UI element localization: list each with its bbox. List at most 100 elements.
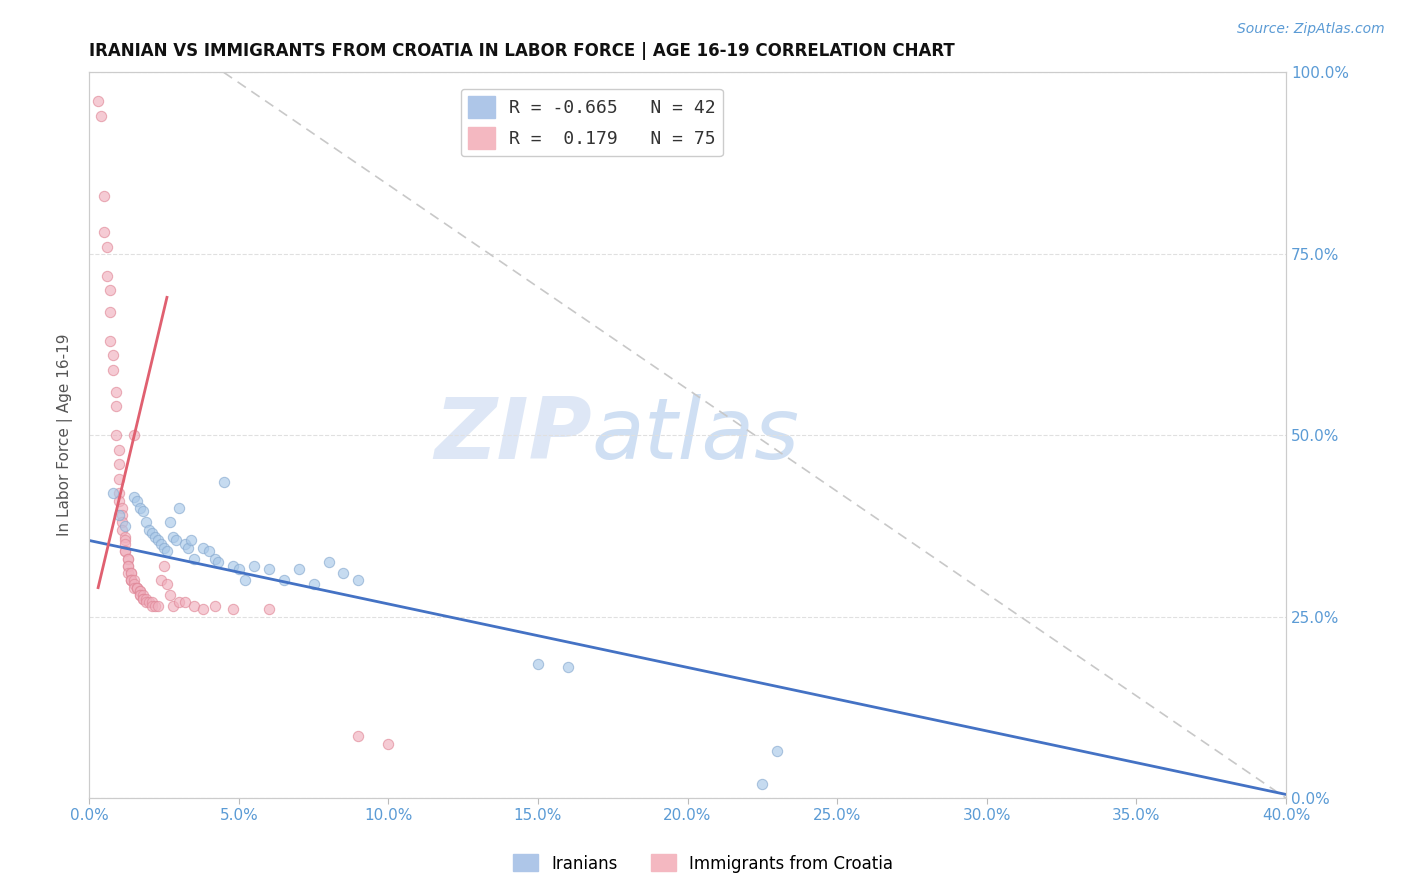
Point xyxy=(377,737,399,751)
Point xyxy=(228,562,250,576)
Point xyxy=(105,399,128,413)
Point xyxy=(132,504,155,518)
Point xyxy=(347,730,370,744)
Point xyxy=(527,657,550,671)
Point xyxy=(153,558,176,573)
Point xyxy=(257,562,280,576)
Point xyxy=(114,544,136,558)
Point xyxy=(108,442,131,457)
Point xyxy=(198,544,221,558)
Point xyxy=(129,584,152,599)
Point xyxy=(156,577,179,591)
Point xyxy=(207,555,229,569)
Point xyxy=(90,109,112,123)
Point xyxy=(191,541,214,555)
Point xyxy=(222,602,245,616)
Point xyxy=(101,363,124,377)
Point xyxy=(174,537,197,551)
Text: IRANIAN VS IMMIGRANTS FROM CROATIA IN LABOR FORCE | AGE 16-19 CORRELATION CHART: IRANIAN VS IMMIGRANTS FROM CROATIA IN LA… xyxy=(89,42,955,60)
Point xyxy=(141,595,163,609)
Point xyxy=(120,566,142,581)
Point xyxy=(108,493,131,508)
Point xyxy=(125,581,148,595)
Point xyxy=(191,602,214,616)
Point xyxy=(96,239,118,253)
Point xyxy=(108,457,131,471)
Point xyxy=(766,744,789,758)
Point xyxy=(96,268,118,283)
Point xyxy=(183,551,205,566)
Point xyxy=(117,551,139,566)
Point xyxy=(114,519,136,533)
Point xyxy=(141,526,163,541)
Point xyxy=(129,584,152,599)
Point xyxy=(125,581,148,595)
Point xyxy=(135,595,157,609)
Point xyxy=(165,533,187,548)
Point xyxy=(93,188,115,202)
Point xyxy=(111,508,134,522)
Point xyxy=(557,660,579,674)
Point xyxy=(332,566,354,581)
Point xyxy=(117,551,139,566)
Point xyxy=(101,486,124,500)
Point xyxy=(114,533,136,548)
Point xyxy=(93,225,115,239)
Point xyxy=(233,574,256,588)
Point xyxy=(159,516,181,530)
Text: ZIP: ZIP xyxy=(434,393,592,476)
Point xyxy=(132,588,155,602)
Point xyxy=(87,95,110,109)
Point xyxy=(129,588,152,602)
Point xyxy=(751,776,773,790)
Point xyxy=(183,599,205,613)
Point xyxy=(132,591,155,606)
Point xyxy=(204,599,226,613)
Point xyxy=(347,574,370,588)
Point xyxy=(108,472,131,486)
Legend: Iranians, Immigrants from Croatia: Iranians, Immigrants from Croatia xyxy=(506,847,900,880)
Y-axis label: In Labor Force | Age 16-19: In Labor Force | Age 16-19 xyxy=(58,334,73,536)
Point xyxy=(120,574,142,588)
Point xyxy=(98,334,121,348)
Point xyxy=(257,602,280,616)
Point xyxy=(167,500,190,515)
Point xyxy=(108,486,131,500)
Point xyxy=(180,533,202,548)
Point xyxy=(132,591,155,606)
Point xyxy=(108,508,131,522)
Point xyxy=(114,537,136,551)
Point xyxy=(302,577,325,591)
Point xyxy=(111,523,134,537)
Point xyxy=(149,537,172,551)
Point xyxy=(120,574,142,588)
Point xyxy=(98,305,121,319)
Point xyxy=(153,541,176,555)
Point xyxy=(135,516,157,530)
Point xyxy=(120,574,142,588)
Point xyxy=(143,599,166,613)
Point xyxy=(174,595,197,609)
Point xyxy=(125,493,148,508)
Point xyxy=(98,283,121,297)
Point xyxy=(125,581,148,595)
Point xyxy=(167,595,190,609)
Point xyxy=(117,566,139,581)
Point xyxy=(105,428,128,442)
Point xyxy=(105,384,128,399)
Point xyxy=(156,544,179,558)
Point xyxy=(114,544,136,558)
Point xyxy=(159,588,181,602)
Point xyxy=(122,577,145,591)
Point xyxy=(129,588,152,602)
Point xyxy=(135,591,157,606)
Point xyxy=(122,490,145,504)
Point xyxy=(318,555,340,569)
Point xyxy=(242,558,264,573)
Point xyxy=(117,558,139,573)
Point xyxy=(146,599,169,613)
Point xyxy=(141,599,163,613)
Point xyxy=(273,574,295,588)
Point xyxy=(162,599,184,613)
Legend: R = -0.665   N = 42, R =  0.179   N = 75: R = -0.665 N = 42, R = 0.179 N = 75 xyxy=(461,88,723,156)
